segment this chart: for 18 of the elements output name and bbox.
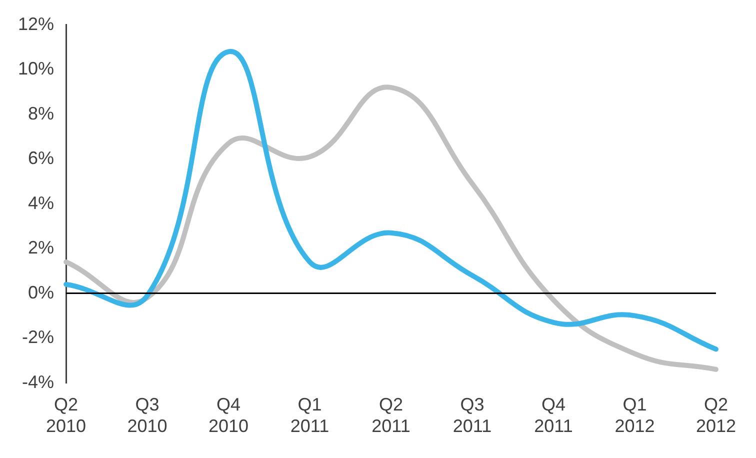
- y-tick-label: 2%: [28, 238, 54, 258]
- y-tick-label: 8%: [28, 103, 54, 124]
- x-tick-label: Q4 2010: [208, 394, 249, 436]
- y-tick-label: -2%: [22, 327, 54, 348]
- y-tick-label: 4%: [28, 192, 54, 213]
- x-tick-label: Q3 2011: [452, 394, 492, 436]
- y-tick-label: -4%: [22, 372, 54, 392]
- x-tick-label: Q2 2012: [696, 394, 736, 436]
- y-tick-label: 10%: [18, 58, 54, 79]
- x-tick-label: Q2 2010: [46, 394, 86, 436]
- x-tick-label: Q4 2011: [534, 394, 573, 436]
- x-tick-label: Q3 2010: [127, 394, 168, 436]
- x-tick-label: Q1 2011: [290, 394, 330, 436]
- x-tick-label: Q2 2011: [372, 394, 410, 436]
- x-tick-label: Q1 2012: [614, 394, 655, 436]
- y-tick-label: 0%: [28, 282, 54, 302]
- y-tick-label: 6%: [28, 148, 54, 168]
- y-tick-label: 12%: [18, 14, 54, 34]
